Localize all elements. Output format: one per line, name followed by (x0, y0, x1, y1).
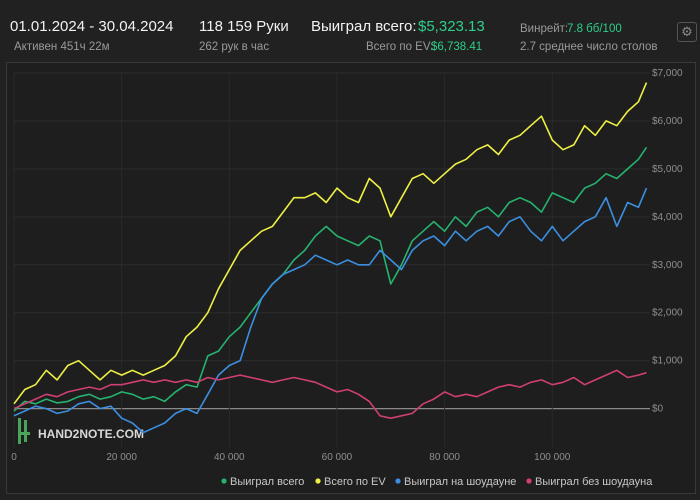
y-tick-label: $4,000 (652, 212, 683, 223)
x-tick-label: 80 000 (429, 452, 460, 463)
logo-mark (24, 420, 27, 442)
series-line-1 (13, 146, 648, 412)
winrate-label: Винрейт: (520, 23, 569, 35)
legend-marker (526, 478, 532, 484)
y-tick-label: $2,000 (652, 308, 683, 319)
legend-label: Всего по EV (324, 476, 386, 488)
y-tick-label: $5,000 (652, 164, 683, 175)
x-tick-label: 60 000 (322, 452, 353, 463)
legend-label: Выиграл без шоудауна (535, 476, 653, 488)
legend-marker (395, 478, 401, 484)
y-tick-label: $1,000 (652, 356, 683, 367)
y-tick-label: $0 (652, 404, 664, 415)
active-time: Активен 451ч 22м (14, 41, 110, 53)
won-total-value: $5,323.13 (418, 18, 485, 35)
legend-marker (315, 478, 321, 484)
hands-count: 118 159 Руки (199, 18, 289, 35)
legend-label: Выиграл всего (230, 476, 304, 488)
won-total-label: Выиграл всего: (311, 18, 417, 35)
stats-header: 01.01.2024 - 30.04.2024 Активен 451ч 22м… (0, 0, 700, 62)
winrate-value: 7.8 бб/100 (567, 23, 622, 35)
series-line-4 (13, 369, 647, 420)
x-tick-label: 40 000 (214, 452, 245, 463)
date-range[interactable]: 01.01.2024 - 30.04.2024 (10, 18, 174, 35)
legend-label: Выиграл на шоудауне (404, 476, 516, 488)
watermark-text: HAND2NOTE.COM (38, 427, 144, 441)
hand2note-logo (18, 418, 30, 444)
x-tick-label: 20 000 (106, 452, 137, 463)
y-tick-label: $3,000 (652, 260, 683, 271)
legend-marker (221, 478, 227, 484)
tables-avg: 2.7 среднее число столов (520, 41, 658, 53)
series-line-2 (13, 82, 648, 405)
x-tick-label: 0 (11, 452, 17, 463)
series-line-3 (13, 187, 648, 434)
logo-mark (18, 432, 30, 435)
y-tick-label: $6,000 (652, 116, 683, 127)
y-tick-label: $7,000 (652, 68, 683, 79)
ev-value: $6,738.41 (431, 41, 483, 53)
hands-per-hour: 262 рук в час (199, 41, 270, 53)
ev-label: Всего по EV: (366, 41, 434, 53)
gear-icon[interactable]: ⚙ (677, 22, 697, 42)
logo-mark (18, 418, 21, 444)
chart-frame (6, 62, 696, 494)
x-tick-label: 100 000 (534, 452, 571, 463)
